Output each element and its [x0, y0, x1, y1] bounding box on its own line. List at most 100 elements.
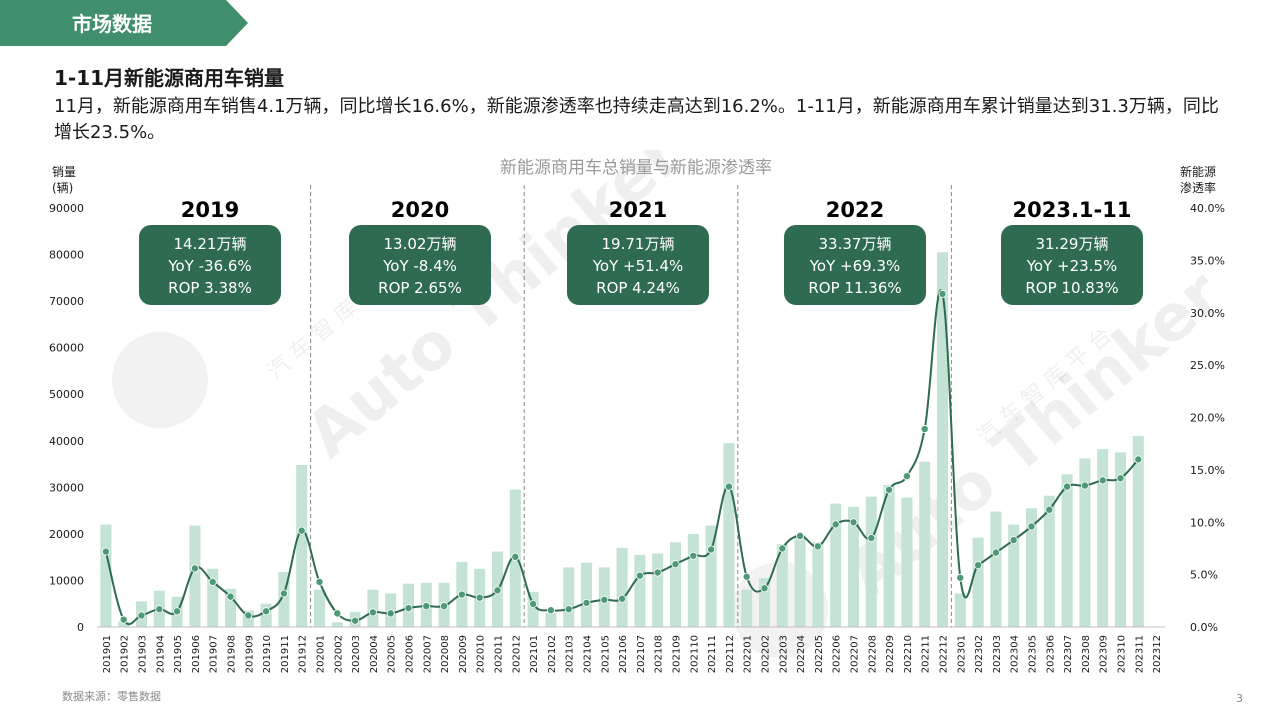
bar: [296, 464, 308, 627]
bar: [207, 568, 219, 627]
line-point: [618, 594, 627, 603]
x-tick-label: 201911: [280, 635, 291, 673]
year-label: 2021: [609, 198, 667, 222]
line-point: [119, 615, 128, 624]
line-point: [315, 577, 324, 586]
bar: [758, 578, 771, 627]
bar: [118, 621, 130, 627]
bar: [669, 542, 682, 627]
line-point: [173, 607, 182, 616]
bar: [972, 537, 984, 627]
y-axis-label: (辆): [52, 181, 73, 195]
watermark-logo-icon: [112, 332, 208, 428]
x-tick-label: 201902: [120, 635, 131, 673]
year-label: 2023.1-11: [1013, 198, 1132, 222]
year-yoy: YoY +69.3%: [809, 257, 901, 275]
year-label: 2019: [181, 198, 239, 222]
bar: [1061, 474, 1073, 627]
bar: [1097, 449, 1109, 627]
year-sales: 31.29万辆: [1036, 235, 1109, 253]
x-tick-label: 202211: [921, 635, 932, 673]
bar: [331, 622, 343, 627]
year-sales: 14.21万辆: [174, 235, 247, 253]
bar: [936, 252, 949, 627]
bar: [812, 542, 824, 627]
x-tick-label: 202210: [903, 635, 914, 673]
y-tick-label: 10000: [49, 574, 84, 587]
bar: [260, 603, 272, 627]
line-point: [333, 609, 342, 618]
x-tick-label: 202206: [832, 635, 843, 673]
year-sales: 33.37万辆: [819, 235, 892, 253]
bar: [723, 443, 735, 627]
x-tick-label: 201901: [102, 635, 113, 673]
bar: [687, 533, 699, 627]
line-point: [101, 547, 110, 556]
line-point: [902, 472, 911, 481]
page-title: 1-11月新能源商用车销量: [54, 66, 285, 90]
year-yoy: YoY +51.4%: [592, 257, 684, 275]
y-axis-label: 销量: [52, 165, 76, 179]
year-label: 2022: [826, 198, 884, 222]
bar: [830, 503, 842, 627]
page-number: 3: [1236, 692, 1243, 705]
x-tick-label: 202307: [1063, 635, 1074, 673]
y2-tick-label: 15.0%: [1190, 464, 1225, 477]
line-point: [546, 606, 555, 615]
line-point: [244, 611, 253, 620]
line-point: [564, 605, 573, 614]
line-point: [155, 605, 164, 614]
x-tick-label: 202002: [333, 635, 344, 673]
line-point: [813, 542, 822, 551]
y-tick-label: 80000: [49, 249, 84, 262]
line-point: [190, 564, 199, 573]
x-tick-label: 202112: [725, 635, 736, 673]
summary-text: 11月，新能源商用车销售4.1万辆，同比增长16.6%，新能源渗透率也持续走高达…: [54, 96, 1219, 143]
x-tick-label: 202304: [1010, 635, 1021, 673]
line-point: [208, 577, 217, 586]
bar: [865, 496, 877, 627]
x-tick-label: 202007: [422, 635, 433, 673]
y-tick-label: 70000: [49, 295, 84, 308]
x-tick-label: 202111: [707, 635, 718, 673]
y2-tick-label: 40.0%: [1190, 202, 1225, 215]
x-tick-label: 201904: [155, 635, 166, 673]
year-rop: ROP 4.24%: [596, 279, 680, 297]
x-tick-label: 202305: [1028, 635, 1039, 673]
x-tick-label: 202108: [654, 635, 665, 673]
line-point: [351, 616, 360, 625]
y-tick-label: 30000: [49, 481, 84, 494]
bar: [883, 485, 895, 627]
x-tick-label: 201903: [138, 635, 149, 673]
line-point: [600, 595, 609, 604]
line-point: [493, 586, 502, 595]
line-point: [422, 602, 431, 611]
year-label: 2020: [391, 198, 449, 222]
x-tick-label: 202312: [1152, 635, 1163, 673]
x-tick-label: 202006: [405, 635, 416, 673]
bar: [901, 497, 913, 627]
x-tick-label: 201910: [262, 635, 273, 673]
x-tick-label: 201907: [209, 635, 220, 673]
line-point: [635, 571, 644, 580]
x-tick-label: 201909: [244, 635, 255, 673]
bar: [100, 524, 112, 627]
data-source: 数据来源：零售数据: [62, 690, 161, 703]
line-point: [262, 607, 271, 616]
x-tick-label: 202209: [885, 635, 896, 673]
year-rop: ROP 11.36%: [808, 279, 901, 297]
x-tick-label: 202110: [689, 635, 700, 673]
line-point: [938, 289, 947, 298]
bar: [563, 567, 575, 627]
x-tick-label: 202202: [761, 635, 772, 673]
line-point: [404, 604, 413, 613]
x-tick-label: 202208: [867, 635, 878, 673]
bar: [634, 554, 646, 627]
year-summary-box: [567, 225, 709, 305]
x-tick-label: 202310: [1117, 635, 1128, 673]
line-point: [849, 518, 858, 527]
x-tick-label: 202309: [1099, 635, 1110, 673]
x-tick-label: 202008: [440, 635, 451, 673]
line-point: [742, 572, 751, 581]
